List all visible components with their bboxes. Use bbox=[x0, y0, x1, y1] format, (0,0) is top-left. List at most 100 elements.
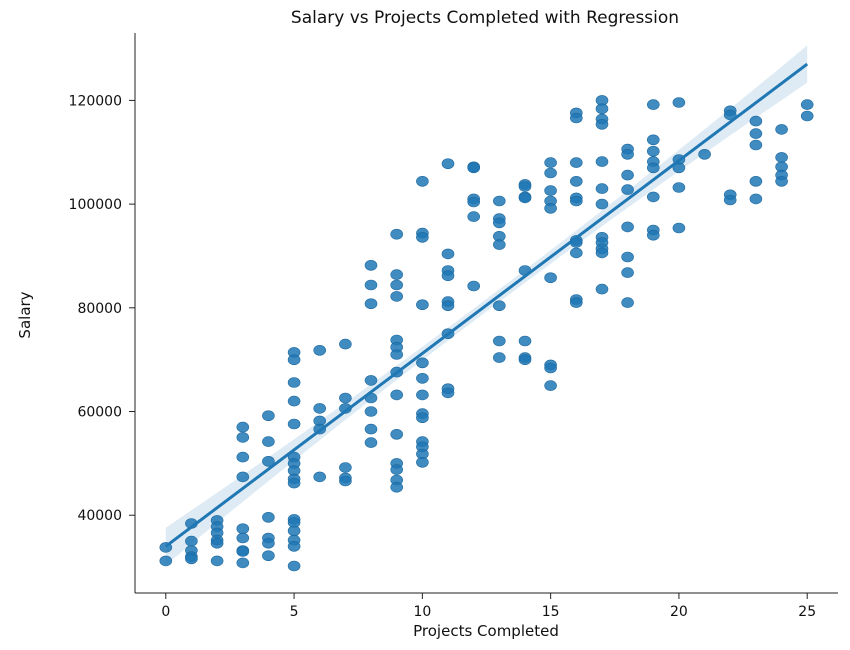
data-point bbox=[595, 283, 609, 295]
data-point bbox=[595, 198, 609, 210]
data-point bbox=[492, 195, 506, 207]
data-point bbox=[339, 338, 352, 350]
data-point bbox=[390, 269, 404, 280]
data-point bbox=[416, 412, 429, 424]
data-point bbox=[749, 128, 763, 139]
data-point bbox=[723, 109, 737, 121]
x-ticks: 0 5 10 15 20 25 bbox=[161, 593, 816, 620]
data-point bbox=[364, 406, 378, 417]
x-tick-label: 25 bbox=[798, 604, 816, 620]
data-point bbox=[441, 300, 455, 312]
data-point bbox=[621, 184, 634, 195]
data-point bbox=[646, 191, 660, 203]
data-point bbox=[441, 387, 455, 399]
data-point bbox=[416, 372, 429, 384]
data-point bbox=[621, 221, 634, 233]
data-point bbox=[441, 158, 455, 169]
data-point bbox=[210, 555, 224, 567]
data-point bbox=[185, 535, 198, 547]
data-point bbox=[390, 389, 404, 401]
data-point bbox=[672, 97, 686, 108]
data-point bbox=[621, 149, 634, 160]
data-point bbox=[544, 272, 557, 284]
data-point bbox=[595, 183, 609, 194]
data-point bbox=[390, 464, 404, 475]
data-point bbox=[313, 471, 327, 483]
data-point bbox=[492, 217, 506, 229]
data-point bbox=[364, 423, 378, 435]
data-point bbox=[416, 232, 429, 243]
data-point bbox=[544, 203, 557, 214]
data-point bbox=[236, 546, 250, 557]
data-point bbox=[236, 421, 250, 433]
data-point bbox=[236, 451, 250, 463]
data-point bbox=[595, 247, 609, 259]
data-point bbox=[569, 297, 583, 308]
data-point bbox=[159, 555, 173, 567]
data-point bbox=[544, 362, 557, 374]
data-point bbox=[390, 428, 404, 440]
x-tick-label: 15 bbox=[542, 604, 560, 620]
y-tick-label: 80000 bbox=[77, 301, 122, 317]
data-point bbox=[262, 436, 275, 447]
data-point bbox=[569, 176, 583, 187]
data-point bbox=[723, 194, 737, 206]
data-point bbox=[236, 557, 250, 569]
data-point bbox=[287, 540, 301, 552]
data-point bbox=[775, 124, 788, 135]
data-point bbox=[364, 259, 378, 271]
data-point bbox=[518, 354, 532, 366]
data-point bbox=[339, 392, 352, 404]
data-point bbox=[364, 279, 378, 291]
data-point bbox=[544, 167, 557, 179]
data-point bbox=[544, 380, 557, 391]
data-point bbox=[287, 354, 301, 366]
data-point bbox=[262, 537, 275, 549]
data-point bbox=[544, 157, 557, 168]
x-tick-label: 0 bbox=[161, 604, 170, 620]
data-point bbox=[672, 182, 686, 193]
data-point bbox=[749, 139, 763, 151]
data-point bbox=[185, 553, 198, 565]
regression-line bbox=[164, 62, 809, 548]
data-point bbox=[672, 162, 686, 174]
data-point bbox=[287, 560, 301, 572]
data-point bbox=[262, 511, 275, 523]
data-point bbox=[800, 110, 814, 122]
y-ticks: 40000 60000 80000 100000 120000 bbox=[69, 93, 135, 524]
data-point bbox=[569, 112, 583, 124]
data-point bbox=[749, 115, 763, 127]
data-point bbox=[672, 222, 686, 234]
chart-title: Salary vs Projects Completed with Regres… bbox=[291, 8, 679, 28]
data-point bbox=[467, 196, 481, 208]
x-tick-label: 5 bbox=[290, 604, 299, 620]
data-point bbox=[595, 103, 609, 114]
data-point bbox=[287, 395, 301, 407]
data-point bbox=[236, 432, 250, 443]
data-point bbox=[518, 192, 532, 204]
data-point bbox=[749, 176, 763, 187]
data-point bbox=[287, 477, 301, 489]
data-point bbox=[467, 280, 481, 292]
data-point bbox=[518, 181, 532, 192]
data-point bbox=[646, 145, 660, 157]
data-point bbox=[287, 418, 301, 430]
data-point bbox=[262, 550, 275, 562]
data-point bbox=[595, 119, 609, 130]
data-point bbox=[441, 270, 455, 282]
data-point bbox=[518, 335, 532, 347]
data-point bbox=[698, 149, 711, 160]
data-point bbox=[646, 229, 660, 241]
data-point bbox=[621, 169, 634, 181]
data-point bbox=[416, 299, 429, 311]
data-point bbox=[313, 403, 327, 414]
data-point bbox=[544, 185, 557, 196]
data-point bbox=[621, 267, 634, 278]
y-tick-label: 120000 bbox=[69, 93, 122, 109]
data-point bbox=[775, 152, 788, 163]
y-tick-label: 100000 bbox=[69, 197, 122, 213]
data-point bbox=[492, 300, 506, 312]
data-point bbox=[646, 99, 660, 110]
data-point bbox=[339, 462, 352, 473]
